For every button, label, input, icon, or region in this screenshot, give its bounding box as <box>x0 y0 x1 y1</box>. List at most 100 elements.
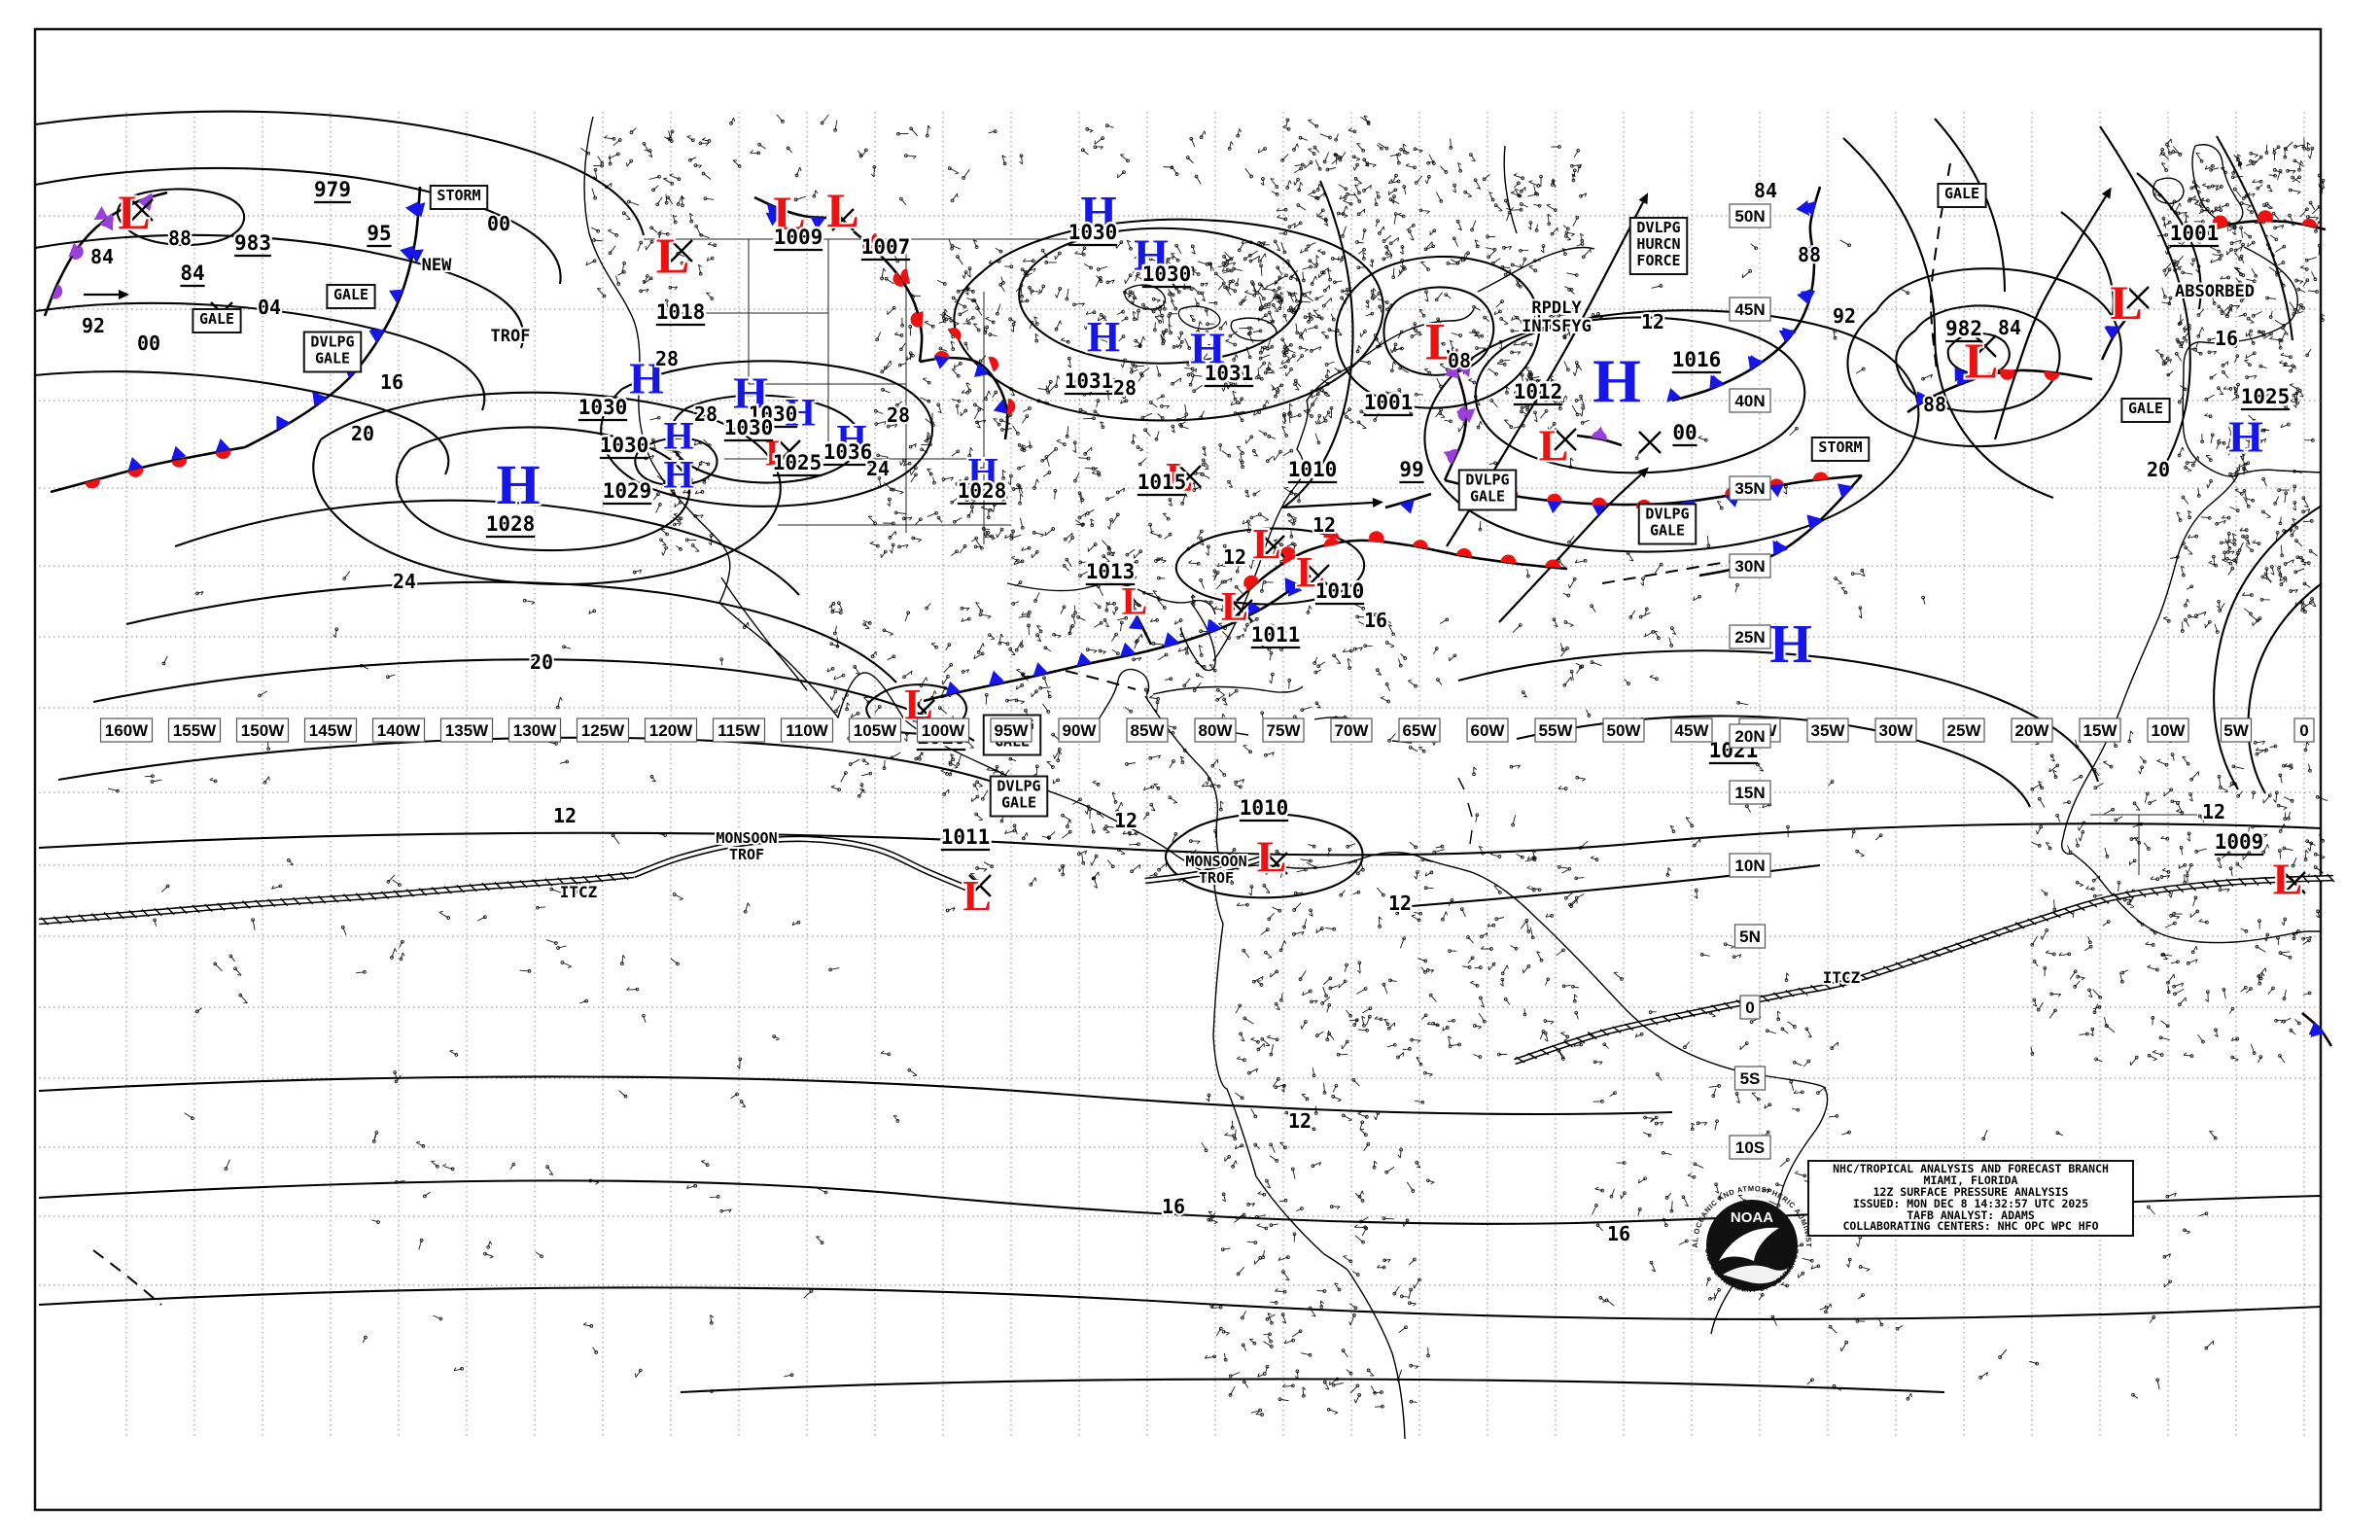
front-pip-semicircle <box>1812 472 1829 481</box>
latlon-grid <box>39 112 2321 1439</box>
pressure-center-mark <box>1230 599 1253 622</box>
front-pip-triangle <box>215 438 231 453</box>
itcz-hatch <box>1711 1004 1721 1012</box>
coastline <box>1144 695 1224 872</box>
itcz-hatch <box>2112 892 2121 901</box>
pressure-value-label: 1031 <box>1065 369 1114 393</box>
front-pip-semicircle <box>1006 398 1016 414</box>
itcz-hatch <box>1575 1036 1586 1044</box>
front-pip-triangle <box>1457 362 1471 378</box>
isobar-value-label: 00 <box>487 212 510 235</box>
low-center: L <box>2110 275 2142 330</box>
svg-text:10N: 10N <box>1734 857 1765 875</box>
front-pip-semicircle <box>215 449 231 460</box>
itcz-hatch <box>393 890 402 898</box>
high-center: H <box>2228 412 2263 462</box>
front-pip-semicircle <box>1243 575 1259 587</box>
front-pip-triangle <box>1796 199 1809 216</box>
isobar <box>1382 286 1495 376</box>
annotation-text: TROF <box>491 327 531 346</box>
longitude-label: 65W <box>1398 718 1441 743</box>
warning-box-text: DVLPG <box>1645 506 1689 523</box>
front-pip-triangle <box>1773 540 1789 555</box>
latitude-label: 5N <box>1733 924 1767 949</box>
svg-text:150W: 150W <box>241 721 285 740</box>
isobar <box>34 166 562 285</box>
itcz-hatch <box>607 873 616 882</box>
stationary-front <box>1444 472 1863 517</box>
front-pip-triangle <box>1246 600 1262 615</box>
pressure-value-label: 1012 <box>1514 380 1563 403</box>
front-pip-triangle <box>389 289 404 303</box>
itcz-hatch <box>431 887 439 895</box>
pressure-value-label: 1010 <box>1240 796 1289 820</box>
pressure-value-label: 1028 <box>958 479 1007 503</box>
itcz-hatch <box>544 878 553 887</box>
station-plot-cluster <box>184 879 956 1172</box>
itcz-hatch <box>355 892 365 902</box>
itcz-hatch <box>2327 873 2335 883</box>
front-pip-triangle <box>93 206 109 220</box>
isobar-value-label: 92 <box>82 314 105 337</box>
annotation-text: MONSOON <box>1185 853 1246 870</box>
isobar-value-label: 08 <box>1448 349 1471 372</box>
longitude-label: 15W <box>2079 718 2121 743</box>
cold-front <box>753 195 827 230</box>
itcz-hatch <box>2124 891 2134 899</box>
itcz-line <box>1513 874 2334 1066</box>
low-center: L <box>1965 334 1999 390</box>
station-plot-cluster <box>362 1160 828 1393</box>
front-pip-triangle <box>933 355 950 369</box>
longitude-label: 75W <box>1262 718 1305 743</box>
front-pip-triangle <box>127 456 143 472</box>
warning-box-text: GALE <box>1944 185 1979 202</box>
pressure-value-label: 1030 <box>749 402 798 426</box>
itcz-hatch <box>1859 973 1869 980</box>
latitude-label: 15N <box>1729 780 1771 805</box>
itcz-hatch <box>481 882 490 892</box>
isobar-value-label: 12 <box>1114 809 1138 832</box>
pressure-value-label: 1030 <box>600 434 649 457</box>
isobar-value-label: 28 <box>655 347 679 370</box>
itcz-hatch <box>154 907 162 917</box>
isobar-value-label: 04 <box>258 296 281 319</box>
latitude-label: 25N <box>1729 624 1771 649</box>
front-pip-triangle <box>1809 514 1824 531</box>
svg-text:90W: 90W <box>1063 721 1098 740</box>
cold-front <box>2100 314 2131 361</box>
svg-text:145W: 145W <box>309 721 353 740</box>
isobar <box>38 822 2323 857</box>
itcz-hatch <box>128 910 137 919</box>
longitude-label: 20W <box>2011 718 2053 743</box>
pressure-value-label: 979 <box>314 178 351 201</box>
station-plot-cluster <box>1432 762 1883 997</box>
isobar <box>116 188 246 247</box>
pressure-center-mark <box>1178 465 1202 488</box>
coastline <box>2061 246 2322 944</box>
warning-box-text: STORM <box>437 187 480 204</box>
front-pip-triangle <box>1838 483 1854 499</box>
warm-front <box>853 230 924 363</box>
isobar-value-label: 16 <box>1162 1195 1185 1218</box>
svg-text:15W: 15W <box>2083 721 2118 740</box>
low-center: L <box>962 872 991 920</box>
title-line-product: 12Z SURFACE PRESSURE ANALYSIS <box>1872 1184 2069 1199</box>
svg-text:130W: 130W <box>513 721 557 740</box>
itcz-hatch <box>179 905 188 915</box>
front-pip-semicircle <box>1368 531 1384 541</box>
isobar <box>395 426 691 552</box>
trough-dashed <box>1601 559 1739 584</box>
front-pip-triangle <box>765 212 782 227</box>
front-pip-triangle <box>1164 633 1179 648</box>
front-pip-triangle <box>276 415 291 431</box>
pressure-center-mark <box>1307 564 1330 587</box>
longitude-label: 125W <box>576 718 630 743</box>
latitude-label: 5S <box>1733 1066 1767 1091</box>
itcz-hatch <box>2039 914 2049 922</box>
svg-text:20W: 20W <box>2015 721 2050 740</box>
